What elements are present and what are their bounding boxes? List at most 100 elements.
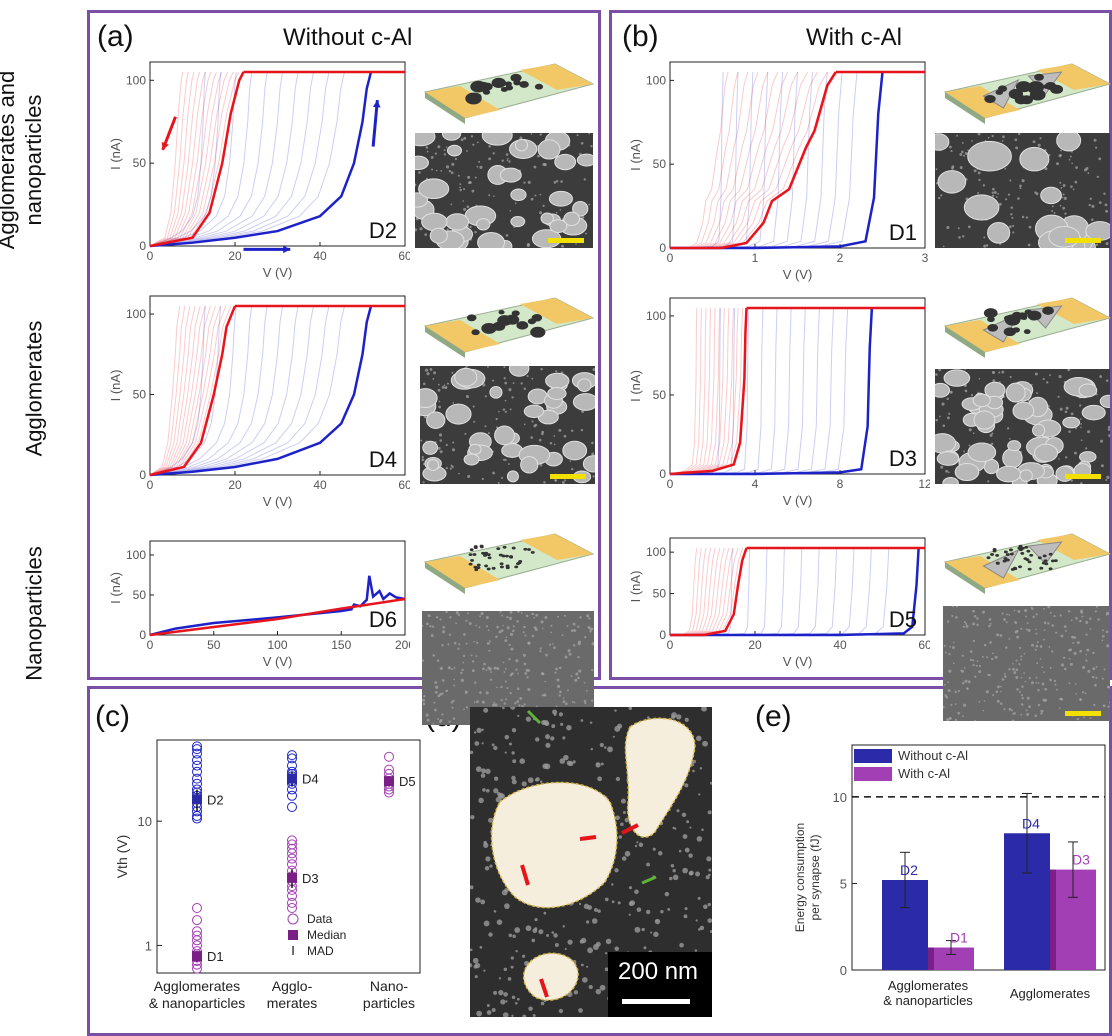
nanoparticle [1011,713,1014,715]
nanoparticle [987,480,990,483]
agglomerate [523,404,545,419]
nanoparticle [1100,439,1104,443]
nanoparticle [1001,612,1004,615]
nanoparticle [512,759,517,764]
nanoparticle [588,133,591,135]
nanoparticle [584,702,587,705]
agglomerate-outline [490,781,618,909]
nanoparticle [499,611,502,613]
nanoparticle [707,902,711,907]
nanoparticle [498,977,502,980]
nanoparticle [420,439,423,442]
nanoparticle [526,375,529,378]
particle [477,81,490,91]
nanoparticle [1091,204,1095,208]
nanoparticle [522,1014,527,1017]
nanoparticle [1094,683,1097,687]
faint-cycles [149,305,345,476]
nanoparticle [1079,418,1082,420]
particle [1027,560,1032,564]
nanoparticle [569,460,572,463]
agglomerate [441,133,462,141]
nanoparticle [462,654,466,657]
panel-c-label: (c) [95,700,130,733]
agglomerate [1007,440,1022,452]
nanoparticle [579,939,584,944]
backward-sweep-line [670,71,837,250]
nanoparticle [509,408,512,411]
nanoparticle [1034,648,1037,651]
nanoparticle [1093,703,1096,707]
nanoparticle [421,458,425,462]
nanoparticle [573,701,576,704]
data-point [287,897,297,908]
nanoparticle [588,617,591,620]
x-tick-label: 2 [837,251,844,265]
nanoparticle [1049,678,1052,682]
nanoparticle [450,203,453,206]
nanoparticle [437,694,441,698]
electrode-left [945,556,1020,588]
bar [928,947,974,970]
nanoparticle [431,625,435,628]
nanoparticle [500,629,504,633]
nanoparticle [1108,701,1110,704]
nanoparticle [570,629,574,632]
nanoparticle [1075,166,1078,169]
nanoparticle [977,171,981,175]
nanoparticle [707,918,712,923]
nanoparticle [614,868,619,873]
nanoparticle [982,709,985,712]
substrate-edge [945,92,985,124]
nanoparticle [532,1014,536,1017]
nanoparticle [457,647,460,650]
nanoparticle [684,847,690,853]
x-tick-label: 12 [918,477,930,491]
nanoparticle [567,649,571,653]
nanoparticle [978,178,981,182]
nanoparticle [502,707,505,710]
nanoparticle [511,727,517,733]
nanoparticle [1089,617,1092,620]
nanoparticle [1060,634,1064,638]
nanoparticle [1068,657,1071,660]
nanoparticle [990,442,994,446]
nanoparticle [504,458,507,462]
nanoparticle [492,471,495,475]
nanoparticle [493,776,499,781]
nanoparticle [580,428,584,432]
nanoparticle [497,792,501,796]
nanoparticle [475,766,482,772]
nanoparticle [688,871,693,876]
nanoparticle [956,134,959,137]
nanoparticle [495,635,498,638]
nanoparticle [585,232,587,235]
substrate-edge [425,92,465,124]
nanoparticle [425,177,428,180]
nanoparticle [1007,193,1011,196]
nanoparticle [628,886,633,890]
nanoparticle [486,641,490,645]
nanoparticle [1031,643,1035,647]
nanoparticle [624,850,631,857]
nanoparticle [471,669,475,673]
red-arrow [621,823,639,835]
nanoparticle [496,667,500,670]
nanoparticle [955,606,959,608]
particle [531,314,543,322]
nanoparticle [695,919,698,922]
nanoparticle [439,450,443,454]
nanoparticle [1087,669,1091,673]
nanoparticle [995,196,998,198]
particle [1018,544,1023,548]
agglomerate [499,167,522,183]
agglomerate [481,133,513,146]
device-schematic-calu-agglomerates-nanoparticles [943,63,1112,124]
forward-sweep-line [149,305,373,477]
nanoparticle [1105,478,1108,482]
nanoparticle [520,382,523,385]
faint-backward-cycle [149,305,186,476]
faint-forward-cycle [149,305,253,476]
nanoparticle [505,698,507,701]
particle [992,547,997,551]
